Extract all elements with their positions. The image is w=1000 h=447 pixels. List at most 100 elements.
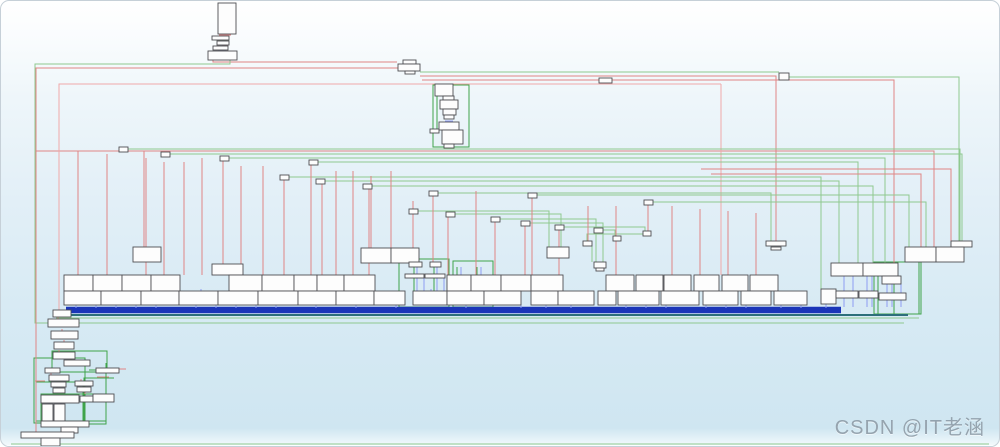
graph-node[interactable] [830, 262, 864, 277]
graph-node[interactable] [429, 128, 440, 134]
graph-node[interactable] [118, 146, 129, 153]
graph-node[interactable] [470, 274, 502, 292]
graph-node[interactable] [40, 394, 80, 404]
graph-node[interactable] [858, 290, 879, 299]
graph-node[interactable] [530, 290, 559, 306]
graph-node[interactable] [765, 240, 787, 247]
graph-node[interactable] [315, 178, 326, 185]
graph-node[interactable] [404, 70, 416, 75]
graph-node[interactable] [261, 274, 295, 292]
graph-node[interactable] [404, 273, 425, 279]
graph-node[interactable] [121, 274, 152, 292]
graph-node[interactable] [643, 199, 654, 206]
graph-node[interactable] [92, 393, 115, 403]
graph-node[interactable] [408, 208, 419, 215]
graph-node[interactable] [297, 290, 337, 306]
graph-node[interactable] [557, 290, 595, 306]
graph-node[interactable] [490, 216, 501, 223]
graph-node[interactable] [835, 290, 859, 299]
graph-node[interactable] [702, 290, 739, 306]
graph-node[interactable] [257, 290, 299, 306]
graph-node[interactable] [53, 403, 66, 422]
graph-node[interactable] [20, 431, 75, 439]
graph-node[interactable] [445, 211, 456, 218]
graph-node[interactable] [373, 290, 406, 306]
graph-node[interactable] [228, 274, 263, 292]
graph-node[interactable] [316, 274, 345, 292]
graph-node[interactable] [434, 83, 454, 97]
graph-node[interactable] [211, 263, 244, 276]
graph-node[interactable] [63, 290, 102, 306]
graph-node[interactable] [335, 290, 375, 306]
graph-node[interactable] [773, 290, 808, 306]
graph-node[interactable] [140, 290, 180, 306]
graph-node[interactable] [216, 40, 230, 46]
graph-node[interactable] [402, 59, 417, 65]
graph-node[interactable] [605, 274, 635, 292]
graph-node[interactable] [50, 381, 67, 388]
graph-node[interactable] [546, 246, 570, 259]
graph-node[interactable] [446, 274, 472, 292]
graph-node[interactable] [438, 121, 460, 131]
graph-node[interactable] [721, 274, 749, 292]
graph-node[interactable] [76, 386, 92, 393]
graph-node[interactable] [593, 261, 607, 269]
graph-node[interactable] [52, 309, 72, 318]
graph-node[interactable] [207, 50, 238, 61]
graph-node[interactable] [597, 290, 617, 306]
graph-node[interactable] [770, 246, 782, 251]
graph-node[interactable] [79, 395, 94, 403]
graph-node[interactable] [500, 274, 532, 292]
graph-node[interactable] [483, 290, 522, 306]
graph-node[interactable] [212, 45, 229, 51]
graph-node[interactable] [219, 155, 230, 162]
graph-node[interactable] [935, 246, 965, 263]
graph-node[interactable] [441, 129, 464, 145]
graph-node[interactable] [429, 261, 442, 268]
graph-node[interactable] [740, 290, 772, 306]
graph-node[interactable] [412, 290, 448, 306]
graph-node[interactable] [41, 403, 54, 422]
graph-node[interactable] [217, 290, 259, 306]
graph-node[interactable] [554, 224, 565, 231]
graph-node[interactable] [442, 95, 455, 101]
graph-node[interactable] [308, 159, 319, 166]
graph-node[interactable] [44, 367, 61, 374]
graph-node[interactable] [530, 274, 564, 292]
graph-node[interactable] [408, 261, 423, 268]
graph-node[interactable] [40, 437, 61, 446]
graph-node[interactable] [63, 274, 94, 292]
graph-node[interactable] [160, 151, 171, 158]
graph-node[interactable] [360, 247, 392, 264]
graph-node[interactable] [443, 114, 455, 120]
graph-node[interactable] [693, 274, 720, 292]
graph-node[interactable] [48, 374, 70, 382]
graph-node[interactable] [92, 274, 123, 292]
graph-node[interactable] [390, 247, 420, 264]
graph-node[interactable] [660, 290, 700, 306]
graph-node[interactable] [904, 246, 937, 263]
graph-node[interactable] [598, 77, 613, 84]
graph-node[interactable] [617, 290, 660, 306]
graph-node[interactable] [132, 246, 162, 263]
graph-node[interactable] [442, 108, 457, 116]
graph-node[interactable] [95, 367, 120, 374]
graph-node[interactable] [878, 292, 907, 301]
graph-node[interactable] [950, 240, 973, 248]
graph-node[interactable] [424, 273, 446, 279]
graph-node[interactable] [397, 63, 421, 72]
graph-node[interactable] [178, 290, 219, 306]
graph-node[interactable] [150, 274, 181, 292]
graph-node[interactable] [778, 72, 790, 81]
graph-node[interactable] [663, 274, 692, 292]
graph-node[interactable] [52, 387, 66, 394]
graph-node[interactable] [612, 235, 622, 242]
graph-node[interactable] [582, 240, 593, 247]
graph-node[interactable] [293, 274, 318, 292]
graph-node[interactable] [446, 290, 485, 306]
graph-node[interactable] [635, 274, 664, 292]
graph-node[interactable] [820, 288, 837, 305]
graph-node[interactable] [443, 143, 455, 149]
graph-node[interactable] [279, 174, 290, 181]
